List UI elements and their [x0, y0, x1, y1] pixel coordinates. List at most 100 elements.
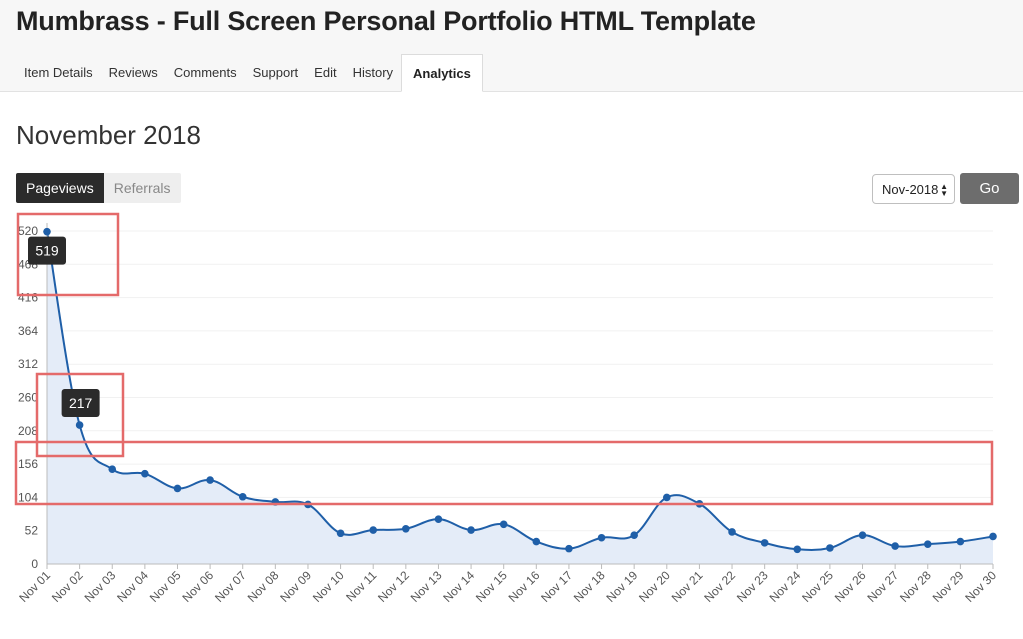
x-tick-label: Nov 14	[440, 568, 477, 605]
tab-reviews[interactable]: Reviews	[108, 65, 158, 80]
item-header: Mumbrass - Full Screen Personal Portfoli…	[0, 0, 1023, 92]
x-tick-label: Nov 12	[375, 568, 412, 605]
data-point[interactable]	[499, 520, 508, 529]
y-tick-label: 0	[31, 557, 38, 571]
x-tick-label: Nov 02	[49, 568, 86, 605]
data-point[interactable]	[402, 524, 410, 533]
data-point[interactable]	[728, 528, 736, 536]
data-point[interactable]	[760, 539, 769, 547]
chart-tooltips: 519 217	[28, 236, 100, 418]
y-tick-label: 520	[18, 224, 38, 238]
y-tick-label: 208	[18, 424, 38, 438]
data-point[interactable]	[434, 515, 443, 523]
x-tick-label: Nov 25	[799, 568, 836, 605]
x-tick-label: Nov 27	[864, 568, 901, 605]
x-tick-label: Nov 23	[734, 568, 771, 605]
data-point[interactable]	[43, 227, 51, 236]
metric-toggle: Pageviews Referrals	[16, 173, 181, 203]
x-tick-label: Nov 26	[832, 568, 869, 605]
data-point[interactable]	[662, 493, 671, 502]
x-tick-label: Nov 05	[147, 568, 184, 605]
y-tick-label: 156	[18, 457, 38, 471]
x-tick-label: Nov 10	[310, 568, 347, 605]
data-point[interactable]	[467, 526, 475, 534]
x-tick-label: Nov 20	[636, 568, 673, 605]
data-point[interactable]	[956, 537, 965, 546]
data-point[interactable]	[141, 469, 149, 478]
x-tick-label: Nov 28	[897, 568, 934, 605]
data-point[interactable]	[858, 531, 867, 539]
x-tick-label: Nov 17	[538, 568, 575, 605]
x-tick-label: Nov 06	[179, 568, 216, 605]
y-tick-label: 52	[25, 524, 39, 538]
tab-support[interactable]: Support	[252, 65, 299, 80]
tooltip-label: 217	[69, 395, 93, 411]
data-point[interactable]	[826, 544, 834, 552]
x-tick-label: Nov 21	[669, 568, 706, 605]
data-point[interactable]	[238, 492, 247, 501]
data-point[interactable]	[336, 529, 345, 538]
x-tick-label: Nov 22	[701, 568, 738, 605]
month-select[interactable]: Nov-2018 ▲ ▼	[872, 174, 955, 204]
tab-comments[interactable]: Comments	[173, 65, 237, 80]
x-tick-label: Nov 15	[473, 568, 510, 605]
x-tick-label: Nov 13	[408, 568, 445, 605]
x-tick-label: Nov 09	[277, 568, 314, 605]
y-tick-label: 364	[18, 324, 38, 338]
tooltip-label: 519	[35, 243, 59, 259]
y-tick-label: 260	[18, 391, 38, 405]
data-point[interactable]	[923, 540, 932, 548]
tooltip: 217	[61, 389, 100, 418]
tooltip-box	[61, 389, 100, 418]
data-point[interactable]	[206, 476, 214, 484]
x-tick-label: Nov 11	[343, 568, 379, 604]
x-tick-label: Nov 16	[506, 568, 543, 605]
chart-points	[43, 227, 997, 554]
annotation-boxes	[14, 212, 994, 506]
x-tick-label: Nov 01	[16, 568, 53, 605]
page-title: Mumbrass - Full Screen Personal Portfoli…	[16, 6, 756, 36]
y-tick-label: 104	[18, 490, 38, 504]
item-tabs: Item Details Reviews Comments Support Ed…	[16, 54, 483, 92]
pageviews-button[interactable]: Pageviews	[16, 173, 104, 203]
x-tick-label: Nov 29	[930, 568, 967, 605]
y-tick-label: 312	[18, 357, 38, 371]
x-tick-label: Nov 07	[212, 568, 249, 605]
x-tick-label: Nov 30	[962, 568, 999, 605]
data-point[interactable]	[565, 544, 573, 553]
select-arrows-icon: ▲ ▼	[940, 182, 948, 198]
referrals-button[interactable]: Referrals	[103, 173, 181, 203]
data-point[interactable]	[108, 465, 117, 474]
month-select-value: Nov-2018	[882, 182, 939, 197]
tab-analytics[interactable]: Analytics	[401, 54, 483, 92]
data-point[interactable]	[369, 526, 378, 534]
data-point[interactable]	[597, 533, 606, 542]
annotation-box	[16, 212, 120, 297]
tab-item-details[interactable]: Item Details	[24, 65, 93, 80]
x-tick-label: Nov 08	[245, 568, 282, 605]
data-point[interactable]	[989, 532, 997, 541]
tooltip: 519	[28, 236, 66, 265]
annotation-box	[35, 372, 125, 458]
annotation-box	[14, 440, 994, 506]
data-point[interactable]	[532, 537, 541, 546]
tab-edit[interactable]: Edit	[314, 65, 337, 80]
tab-history[interactable]: History	[352, 65, 394, 80]
data-point[interactable]	[891, 542, 899, 550]
x-tick-label: Nov 19	[604, 568, 641, 605]
data-point[interactable]	[173, 484, 182, 493]
x-tick-label: Nov 18	[571, 568, 608, 605]
month-title: November 2018	[16, 120, 201, 150]
y-tick-label: 416	[18, 291, 38, 305]
chart-area-fill	[47, 231, 993, 564]
x-tick-label: Nov 04	[114, 568, 151, 605]
data-point[interactable]	[630, 531, 638, 539]
data-point[interactable]	[75, 421, 84, 429]
tooltip-box	[28, 236, 66, 265]
go-button[interactable]: Go	[960, 173, 1019, 204]
data-point[interactable]	[793, 545, 802, 554]
x-tick-label: Nov 24	[767, 568, 804, 605]
